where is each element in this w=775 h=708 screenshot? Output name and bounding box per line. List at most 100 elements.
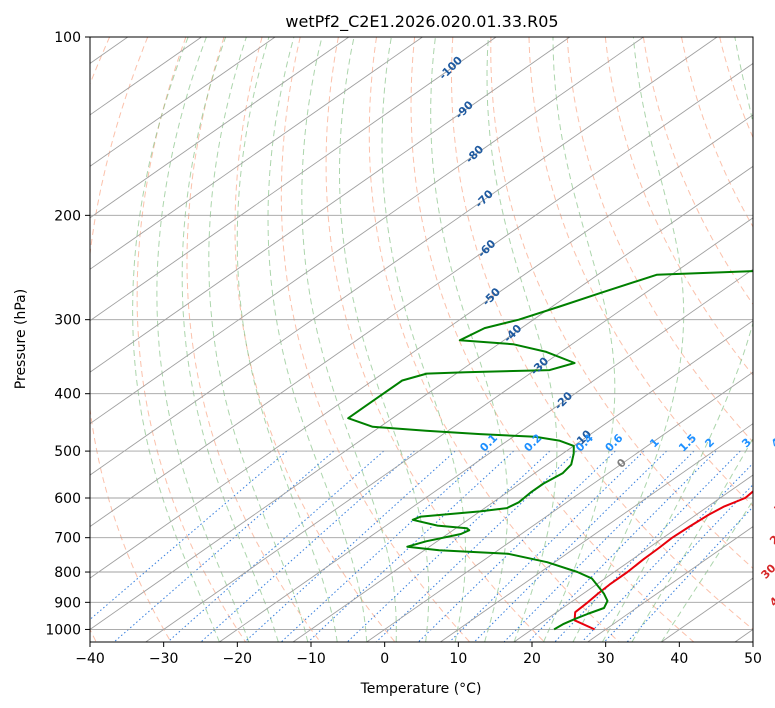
dry-adiabat-label: 40 <box>767 589 775 609</box>
isotherm <box>440 423 753 642</box>
isotherm <box>90 62 753 528</box>
dry-adiabat <box>280 37 471 642</box>
x-tick-label: −20 <box>223 651 253 667</box>
mixing-ratio-line <box>244 450 456 642</box>
isotherm <box>90 37 497 322</box>
mixing-ratio-line <box>449 450 645 642</box>
isotherm-label: 0 <box>614 456 629 471</box>
x-tick-label: 50 <box>744 651 762 667</box>
mixing-ratio-line <box>581 462 753 642</box>
x-axis-title: Temperature (°C) <box>360 681 482 697</box>
y-tick-label: 700 <box>54 531 81 547</box>
dry-adiabat <box>566 37 753 443</box>
moist-adiabat <box>208 37 309 642</box>
dry-adiabat <box>234 37 396 642</box>
dry-adiabat-label: 30 <box>759 561 775 581</box>
mixing-ratio-line <box>418 450 616 642</box>
isotherm <box>90 37 202 116</box>
y-tick-label: 600 <box>54 491 81 507</box>
dry-adiabat <box>681 37 753 228</box>
y-axis: 1000 900 800 700 600 500 400 300 200 100 <box>45 30 90 638</box>
mixing-ratio-line <box>346 450 551 642</box>
moist-adiabat <box>181 37 279 642</box>
x-tick-label: 30 <box>597 651 615 667</box>
mixing-ratio-line <box>604 483 753 642</box>
moist-adiabat <box>430 37 509 642</box>
y-tick-label: 400 <box>54 387 81 403</box>
isotherm-label: -100 <box>436 53 465 82</box>
y-tick-label: 500 <box>54 444 81 460</box>
dry-adiabat <box>410 37 695 642</box>
moist-adiabat <box>543 37 616 642</box>
mixing-ratio-line <box>90 450 288 621</box>
isotherm <box>145 217 753 642</box>
moist-adiabat <box>156 37 250 642</box>
x-tick-label: −10 <box>296 651 326 667</box>
isotherm <box>90 114 753 579</box>
isotherm <box>90 37 350 219</box>
isotherm <box>90 165 753 630</box>
mixing-ratio-line <box>167 450 385 642</box>
dry-adiabat <box>604 37 753 376</box>
moist-adiabat <box>301 37 397 642</box>
x-tick-label: −40 <box>75 651 105 667</box>
dry-adiabat <box>490 37 753 570</box>
dry-adiabat <box>90 37 111 642</box>
dry-adiabat <box>758 37 775 642</box>
x-tick-label: 0 <box>380 651 389 667</box>
mixing-ratio-label: 4 <box>769 435 775 450</box>
y-tick-label: 1000 <box>45 622 81 638</box>
isotherm <box>90 37 718 476</box>
isotherm <box>292 320 753 642</box>
y-tick-label: 900 <box>54 595 81 611</box>
isotherm <box>366 371 753 642</box>
dewpoint-line <box>347 270 753 631</box>
y-tick-label: 800 <box>54 565 81 581</box>
dry-adiabat <box>450 37 753 631</box>
dry-adiabat <box>186 37 321 642</box>
mixing-ratio-line <box>473 450 667 642</box>
x-tick-label: 20 <box>523 651 541 667</box>
dry-adiabat-label: 10 <box>771 496 775 516</box>
x-tick-label: −30 <box>149 651 179 667</box>
moist-adiabat <box>572 37 685 642</box>
moist-adiabat <box>631 437 753 642</box>
moist-adiabat <box>267 37 368 642</box>
moist-adiabat <box>486 37 558 642</box>
moist-adiabat <box>338 37 430 642</box>
mixing-ratio-line <box>200 450 415 642</box>
y-axis-title: Pressure (hPa) <box>13 289 29 389</box>
series-layer <box>347 270 753 631</box>
mixing-ratio-line <box>113 450 335 642</box>
dry-adiabat <box>325 37 545 642</box>
isotherm <box>219 268 753 642</box>
isotherm <box>734 628 753 642</box>
y-tick-label: 300 <box>54 313 81 329</box>
y-tick-label: 100 <box>54 30 81 46</box>
moist-adiabat <box>660 499 753 642</box>
isopleth-labels: -100-90-80-70-60-50-40-30-20-10010203040… <box>436 53 775 609</box>
plot-frame <box>89 36 754 643</box>
dry-adiabat <box>719 37 753 139</box>
dry-adiabat <box>136 37 247 642</box>
x-tick-label: 40 <box>670 651 688 667</box>
isotherm <box>90 37 423 270</box>
isotherm-label: -50 <box>480 285 503 308</box>
x-axis: −40 −30 −20 −10 0 10 20 30 40 50 <box>75 642 762 667</box>
moist-adiabat <box>236 37 338 642</box>
mixing-ratio-label: 3 <box>739 436 754 451</box>
y-tick-label: 200 <box>54 208 81 224</box>
x-tick-label: 10 <box>449 651 467 667</box>
isotherm <box>513 474 753 642</box>
dry-adiabat <box>368 37 620 642</box>
isotherm-label: -20 <box>552 389 575 412</box>
isotherm-label: -80 <box>463 142 486 165</box>
isotherm <box>90 37 276 167</box>
isotherm <box>587 525 753 642</box>
chart-title: wetPf2_C2E1.2026.020.01.33.R05 <box>285 12 558 32</box>
mixing-ratio-line <box>527 450 717 642</box>
temperature-line <box>573 490 753 631</box>
isotherm <box>90 37 571 373</box>
isotherm <box>90 37 644 425</box>
